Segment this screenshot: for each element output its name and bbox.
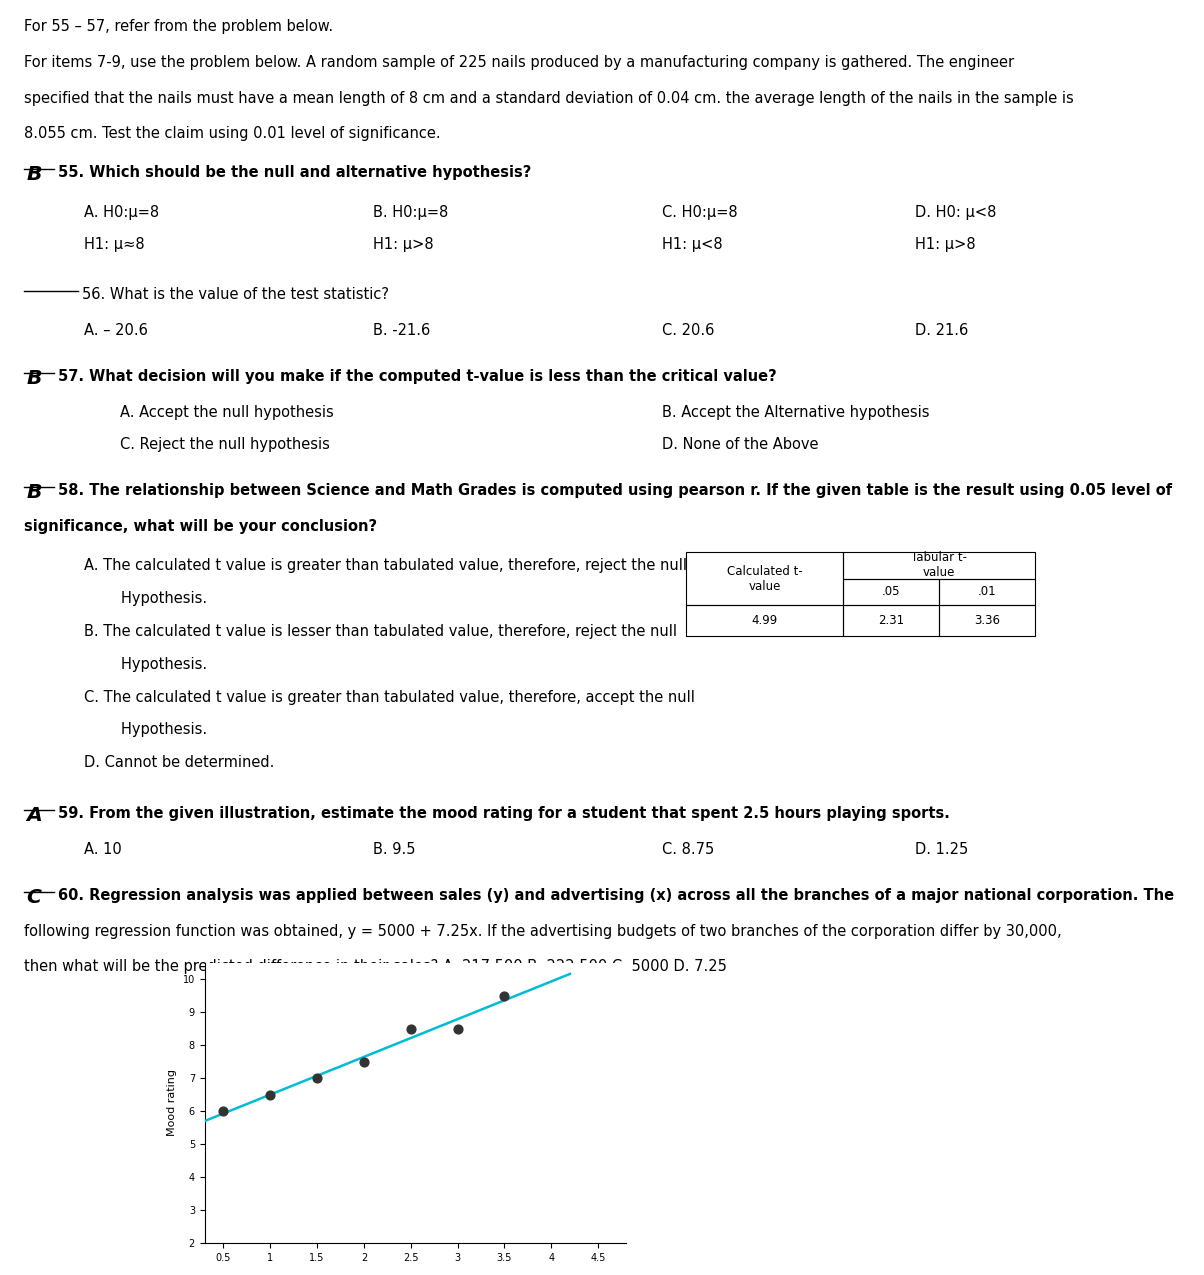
Text: 8.055 cm. Test the claim using 0.01 level of significance.: 8.055 cm. Test the claim using 0.01 leve… <box>24 126 441 142</box>
Text: A. Accept the null hypothesis: A. Accept the null hypothesis <box>120 404 335 419</box>
Text: D. H0: μ<8: D. H0: μ<8 <box>915 205 997 219</box>
Text: Hypothesis.: Hypothesis. <box>84 723 207 737</box>
Text: D. Cannot be determined.: D. Cannot be determined. <box>84 755 275 770</box>
Text: For 55 – 57, refer from the problem below.: For 55 – 57, refer from the problem belo… <box>24 19 334 34</box>
Text: 58. The relationship between Science and Math Grades is computed using pearson r: 58. The relationship between Science and… <box>58 483 1171 499</box>
Bar <box>939 579 1035 606</box>
Text: specified that the nails must have a mean length of 8 cm and a standard deviatio: specified that the nails must have a mea… <box>24 91 1074 106</box>
Text: .01: .01 <box>978 585 997 598</box>
Text: 3.36: 3.36 <box>974 615 1001 627</box>
Point <box>260 1085 279 1105</box>
Text: B: B <box>26 483 42 502</box>
Point <box>495 986 514 1006</box>
Text: 55. Which should be the null and alternative hypothesis?: 55. Which should be the null and alterna… <box>58 166 531 181</box>
Text: H1: μ≈8: H1: μ≈8 <box>84 237 144 252</box>
Text: B. The calculated t value is lesser than tabulated value, therefore, reject the : B. The calculated t value is lesser than… <box>84 623 681 639</box>
Bar <box>843 606 939 636</box>
Bar <box>686 552 843 606</box>
Text: B: B <box>26 368 42 388</box>
Point <box>307 1068 326 1089</box>
Text: For items 7-9, use the problem below. A random sample of 225 nails produced by a: For items 7-9, use the problem below. A … <box>24 55 1014 70</box>
Bar <box>843 579 939 606</box>
Text: D. 21.6: D. 21.6 <box>915 323 968 338</box>
Text: H1: μ<8: H1: μ<8 <box>662 237 722 252</box>
Text: .05: .05 <box>881 585 901 598</box>
Text: C. The calculated t value is greater than tabulated value, therefore, accept the: C. The calculated t value is greater tha… <box>84 690 695 705</box>
Text: H1: μ>8: H1: μ>8 <box>915 237 975 252</box>
Point <box>448 1019 467 1039</box>
Text: C. 8.75: C. 8.75 <box>662 842 714 857</box>
Text: A. H0:μ=8: A. H0:μ=8 <box>84 205 159 219</box>
Text: 2.31: 2.31 <box>878 615 904 627</box>
Text: H1: μ>8: H1: μ>8 <box>373 237 433 252</box>
Point <box>401 1019 420 1039</box>
Text: D. 1.25: D. 1.25 <box>915 842 968 857</box>
Bar <box>939 606 1035 636</box>
Text: 57. What decision will you make if the computed t-value is less than the critica: 57. What decision will you make if the c… <box>58 368 777 384</box>
Text: C. Reject the null hypothesis: C. Reject the null hypothesis <box>120 437 330 451</box>
Point <box>214 1100 234 1121</box>
Text: A. – 20.6: A. – 20.6 <box>84 323 148 338</box>
Text: B. Accept the Alternative hypothesis: B. Accept the Alternative hypothesis <box>662 404 929 419</box>
Text: B. -21.6: B. -21.6 <box>373 323 431 338</box>
Text: A: A <box>26 806 42 825</box>
Text: D. None of the Above: D. None of the Above <box>662 437 819 451</box>
Text: Hypothesis.: Hypothesis. <box>84 592 207 606</box>
Text: 60. Regression analysis was applied between sales (y) and advertising (x) across: 60. Regression analysis was applied betw… <box>58 889 1174 903</box>
Text: C. H0:μ=8: C. H0:μ=8 <box>662 205 738 219</box>
Text: Hypothesis.: Hypothesis. <box>84 657 207 672</box>
Text: B. H0:μ=8: B. H0:μ=8 <box>373 205 448 219</box>
Text: then what will be the predicted difference in their sales? A. 217,500 B. 222,500: then what will be the predicted differen… <box>24 960 727 974</box>
Text: C. 20.6: C. 20.6 <box>662 323 715 338</box>
Bar <box>843 552 1035 579</box>
Text: following regression function was obtained, y = 5000 + 7.25x. If the advertising: following regression function was obtain… <box>24 924 1062 938</box>
Point <box>354 1052 373 1072</box>
Bar <box>686 606 843 636</box>
Text: significance, what will be your conclusion?: significance, what will be your conclusi… <box>24 519 377 534</box>
Text: B: B <box>26 166 42 185</box>
Text: A. The calculated t value is greater than tabulated value, therefore, reject the: A. The calculated t value is greater tha… <box>84 558 687 574</box>
Text: C: C <box>26 889 41 907</box>
Text: 59. From the given illustration, estimate the mood rating for a student that spe: 59. From the given illustration, estimat… <box>58 806 950 821</box>
Text: Calculated t-
value: Calculated t- value <box>727 565 802 593</box>
Text: 56. What is the value of the test statistic?: 56. What is the value of the test statis… <box>82 287 389 302</box>
Text: A. 10: A. 10 <box>84 842 122 857</box>
Text: Tabular t-
value: Tabular t- value <box>911 551 967 579</box>
Text: 4.99: 4.99 <box>751 615 778 627</box>
Y-axis label: Mood rating: Mood rating <box>167 1070 177 1136</box>
Text: B. 9.5: B. 9.5 <box>373 842 415 857</box>
